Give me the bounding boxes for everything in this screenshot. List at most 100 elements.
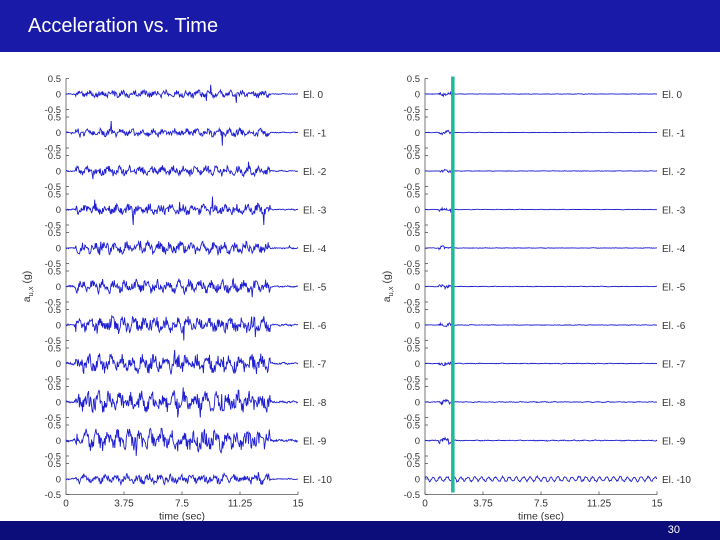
y-tick-label: 0.5 bbox=[407, 151, 420, 162]
series-label: El. -6 bbox=[662, 321, 686, 332]
y-tick-label: 0.5 bbox=[407, 344, 420, 355]
y-tick-label: -0.5 bbox=[404, 182, 420, 193]
series-label: El. -7 bbox=[662, 360, 686, 371]
y-tick-label: 0 bbox=[415, 475, 420, 486]
series-label: El. -8 bbox=[662, 398, 686, 409]
y-tick-label: 0.5 bbox=[48, 151, 61, 162]
series-label: El. -5 bbox=[303, 283, 327, 294]
acceleration-trace bbox=[65, 84, 299, 103]
acceleration-trace bbox=[65, 120, 299, 146]
acceleration-trace bbox=[424, 90, 658, 98]
acceleration-trace bbox=[424, 206, 657, 214]
y-tick-label: -0.5 bbox=[404, 105, 420, 116]
y-tick-label: -0.5 bbox=[404, 336, 420, 347]
series-label: El. -3 bbox=[662, 206, 686, 217]
y-tick-label: 0.5 bbox=[48, 190, 61, 201]
y-tick-label: 0 bbox=[56, 128, 61, 139]
series-label: El. -1 bbox=[303, 129, 327, 140]
series-label: El. -9 bbox=[662, 437, 686, 448]
acceleration-trace bbox=[424, 283, 658, 291]
acceleration-trace bbox=[65, 349, 299, 375]
y-tick-label: 0.5 bbox=[48, 421, 61, 432]
y-tick-label: -0.5 bbox=[45, 452, 61, 463]
y-tick-label: 0 bbox=[415, 398, 420, 409]
y-tick-label: 0 bbox=[415, 128, 420, 139]
y-tick-label: -0.5 bbox=[45, 144, 61, 155]
y-tick-label: 0.5 bbox=[407, 267, 420, 278]
y-tick-label: 0 bbox=[56, 282, 61, 293]
acceleration-trace bbox=[424, 474, 658, 483]
y-tick-label: -0.5 bbox=[404, 221, 420, 232]
y-tick-label: 0 bbox=[56, 90, 61, 101]
y-tick-label: 0 bbox=[56, 398, 61, 409]
series-label: El. -6 bbox=[303, 321, 327, 332]
y-tick-label: -0.5 bbox=[45, 182, 61, 193]
x-tick-label: 3.75 bbox=[473, 499, 493, 510]
series-label: El. -9 bbox=[303, 437, 327, 448]
y-tick-label: 0 bbox=[56, 167, 61, 178]
x-tick-label: 11.25 bbox=[228, 499, 253, 510]
y-tick-label: 0 bbox=[56, 359, 61, 370]
y-tick-label: 0 bbox=[56, 436, 61, 447]
acceleration-trace bbox=[65, 427, 299, 457]
page-number: 30 bbox=[667, 524, 680, 536]
y-tick-label: 0.5 bbox=[407, 228, 420, 239]
y-tick-label: 0.5 bbox=[407, 305, 420, 316]
footer-bar: 30 bbox=[0, 521, 720, 540]
x-tick-label: 15 bbox=[651, 499, 663, 510]
y-tick-label: 0.5 bbox=[407, 74, 420, 85]
y-tick-label: 0.5 bbox=[48, 267, 61, 278]
y-tick-label: 0 bbox=[415, 244, 420, 255]
y-tick-label: 0.5 bbox=[407, 190, 420, 201]
acceleration-trace bbox=[424, 168, 658, 174]
acceleration-trace bbox=[65, 387, 299, 418]
series-label: El. -8 bbox=[303, 398, 327, 409]
y-tick-label: 0 bbox=[56, 205, 61, 216]
x-tick-label: 11.25 bbox=[587, 499, 612, 510]
y-tick-label: -0.5 bbox=[404, 298, 420, 309]
y-tick-label: 0 bbox=[415, 205, 420, 216]
acceleration-trace bbox=[425, 129, 657, 136]
y-tick-label: -0.5 bbox=[45, 375, 61, 386]
acceleration-charts: 0.50-0.5El. 00.50-0.5El. -10.50-0.5El. -… bbox=[21, 74, 691, 522]
series-label: El. -4 bbox=[303, 244, 327, 255]
acceleration-trace bbox=[424, 321, 657, 328]
y-tick-label: 0.5 bbox=[48, 228, 61, 239]
series-label: El. -3 bbox=[303, 206, 327, 217]
x-axis-label: time (sec) bbox=[518, 511, 564, 523]
acceleration-trace bbox=[424, 398, 657, 407]
x-tick-label: 7.5 bbox=[534, 499, 548, 510]
y-tick-label: -0.5 bbox=[45, 105, 61, 116]
y-tick-label: 0.5 bbox=[48, 382, 61, 393]
x-axis-label: time (sec) bbox=[159, 511, 205, 523]
series-label: El. -7 bbox=[303, 360, 327, 371]
y-tick-label: 0.5 bbox=[407, 113, 420, 124]
y-tick-label: 0 bbox=[415, 436, 420, 447]
acceleration-trace bbox=[65, 472, 299, 487]
y-tick-label: 0.5 bbox=[407, 382, 420, 393]
x-tick-label: 15 bbox=[292, 499, 304, 510]
y-tick-label: 0 bbox=[415, 282, 420, 293]
x-tick-label: 0 bbox=[63, 499, 69, 510]
y-tick-label: -0.5 bbox=[404, 413, 420, 424]
y-tick-label: 0.5 bbox=[48, 344, 61, 355]
acceleration-trace bbox=[424, 361, 658, 367]
y-tick-label: 0 bbox=[415, 359, 420, 370]
slide-title: Acceleration vs. Time bbox=[28, 15, 219, 37]
acceleration-trace bbox=[65, 196, 299, 226]
x-tick-label: 7.5 bbox=[175, 499, 189, 510]
right-panel: 0.50-0.5El. 00.50-0.5El. -10.50-0.5El. -… bbox=[381, 74, 691, 522]
title-bar: Acceleration vs. Time bbox=[0, 0, 720, 52]
y-tick-label: 0.5 bbox=[48, 459, 61, 470]
y-tick-label: 0.5 bbox=[407, 421, 420, 432]
y-tick-label: -0.5 bbox=[404, 452, 420, 463]
x-tick-label: 3.75 bbox=[114, 499, 134, 510]
y-tick-label: 0.5 bbox=[407, 459, 420, 470]
series-label: El. -4 bbox=[662, 244, 686, 255]
left-panel: 0.50-0.5El. 00.50-0.5El. -10.50-0.5El. -… bbox=[21, 74, 332, 522]
y-tick-label: -0.5 bbox=[45, 221, 61, 232]
acceleration-trace bbox=[425, 244, 658, 251]
series-label: El. -1 bbox=[662, 129, 686, 140]
y-tick-label: -0.5 bbox=[404, 144, 420, 155]
y-tick-label: -0.5 bbox=[404, 259, 420, 270]
